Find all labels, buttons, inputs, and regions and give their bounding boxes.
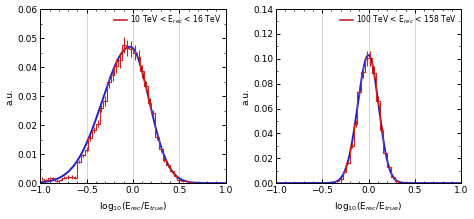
Y-axis label: a.u.: a.u. xyxy=(241,88,250,105)
X-axis label: log$_{10}$(E$_{rec}$/E$_{true}$): log$_{10}$(E$_{rec}$/E$_{true}$) xyxy=(99,200,167,214)
Y-axis label: a.u.: a.u. xyxy=(6,88,15,105)
Legend: 100 TeV < E$_{rec}$ < 158 TeV: 100 TeV < E$_{rec}$ < 158 TeV xyxy=(339,13,457,27)
X-axis label: log$_{10}$(E$_{rec}$/E$_{true}$): log$_{10}$(E$_{rec}$/E$_{true}$) xyxy=(335,200,403,214)
Legend: 10 TeV < E$_{rec}$ < 16 TeV: 10 TeV < E$_{rec}$ < 16 TeV xyxy=(113,13,222,27)
